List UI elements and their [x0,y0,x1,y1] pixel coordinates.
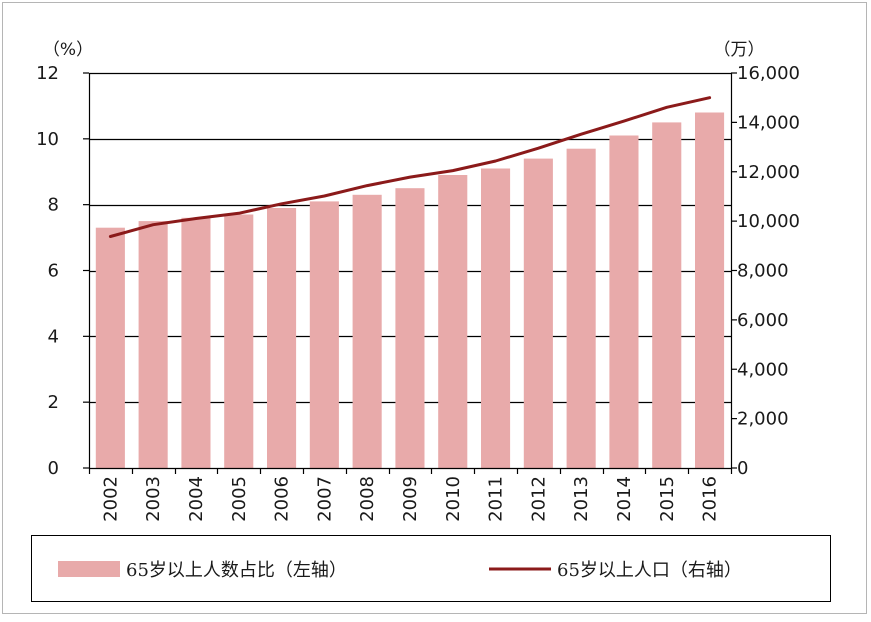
bar-2006 [267,208,296,468]
x-tick-label: 2003 [143,476,164,522]
bar-2010 [438,175,467,468]
left-tick-label: 0 [48,458,59,479]
left-tick-label: 6 [48,261,59,282]
outer-border [3,3,867,614]
legend-line-label: 65岁以上人口（右轴） [557,560,742,581]
left-tick-label: 4 [48,326,59,347]
bar-2016 [695,113,724,469]
x-tick-label: 2005 [229,476,250,522]
x-tick-label: 2007 [314,476,335,522]
x-tick-label: 2015 [657,476,678,522]
bar-2007 [310,201,339,468]
right-axis-unit: （万） [714,40,765,60]
right-tick-label: 16,000 [737,63,800,84]
bar-2005 [224,215,253,469]
bar-2014 [609,136,638,469]
x-tick-label: 2002 [100,476,121,522]
x-tick-label: 2013 [571,476,592,522]
x-tick-label: 2014 [614,476,635,522]
bar-2002 [96,228,125,468]
x-tick-label: 2016 [700,476,721,522]
bar-2004 [181,218,210,468]
left-tick-label: 8 [48,195,59,216]
x-tick-label: 2011 [486,476,507,522]
x-tick-label: 2008 [357,476,378,522]
left-tick-label: 2 [48,392,59,413]
left-tick-label: 10 [36,129,59,150]
right-tick-label: 0 [737,458,748,479]
legend: 65岁以上人数占比（左轴） 65岁以上人口（右轴） [32,536,831,602]
bar-2013 [567,149,596,468]
bar-2011 [481,169,510,469]
bar-2012 [524,159,553,468]
right-tick-label: 2,000 [737,409,789,430]
right-tick-label: 6,000 [737,310,789,331]
left-axis-unit: （%） [43,40,93,60]
right-tick-label: 14,000 [737,112,800,133]
bar-2009 [395,188,424,468]
x-tick-label: 2010 [443,476,464,522]
x-tick-label: 2006 [272,476,293,522]
left-tick-label: 12 [36,63,59,84]
legend-bar-swatch [58,561,120,577]
x-tick-label: 2009 [400,476,421,522]
right-tick-label: 12,000 [737,162,800,183]
bar-2008 [353,195,382,468]
bar-2003 [139,221,168,468]
right-tick-label: 8,000 [737,261,789,282]
right-tick-label: 4,000 [737,359,789,380]
legend-bar-label: 65岁以上人数占比（左轴） [126,560,347,581]
x-tick-label: 2012 [528,476,549,522]
x-tick-label: 2004 [186,476,207,522]
bar-2015 [652,122,681,468]
right-tick-label: 10,000 [737,211,800,232]
